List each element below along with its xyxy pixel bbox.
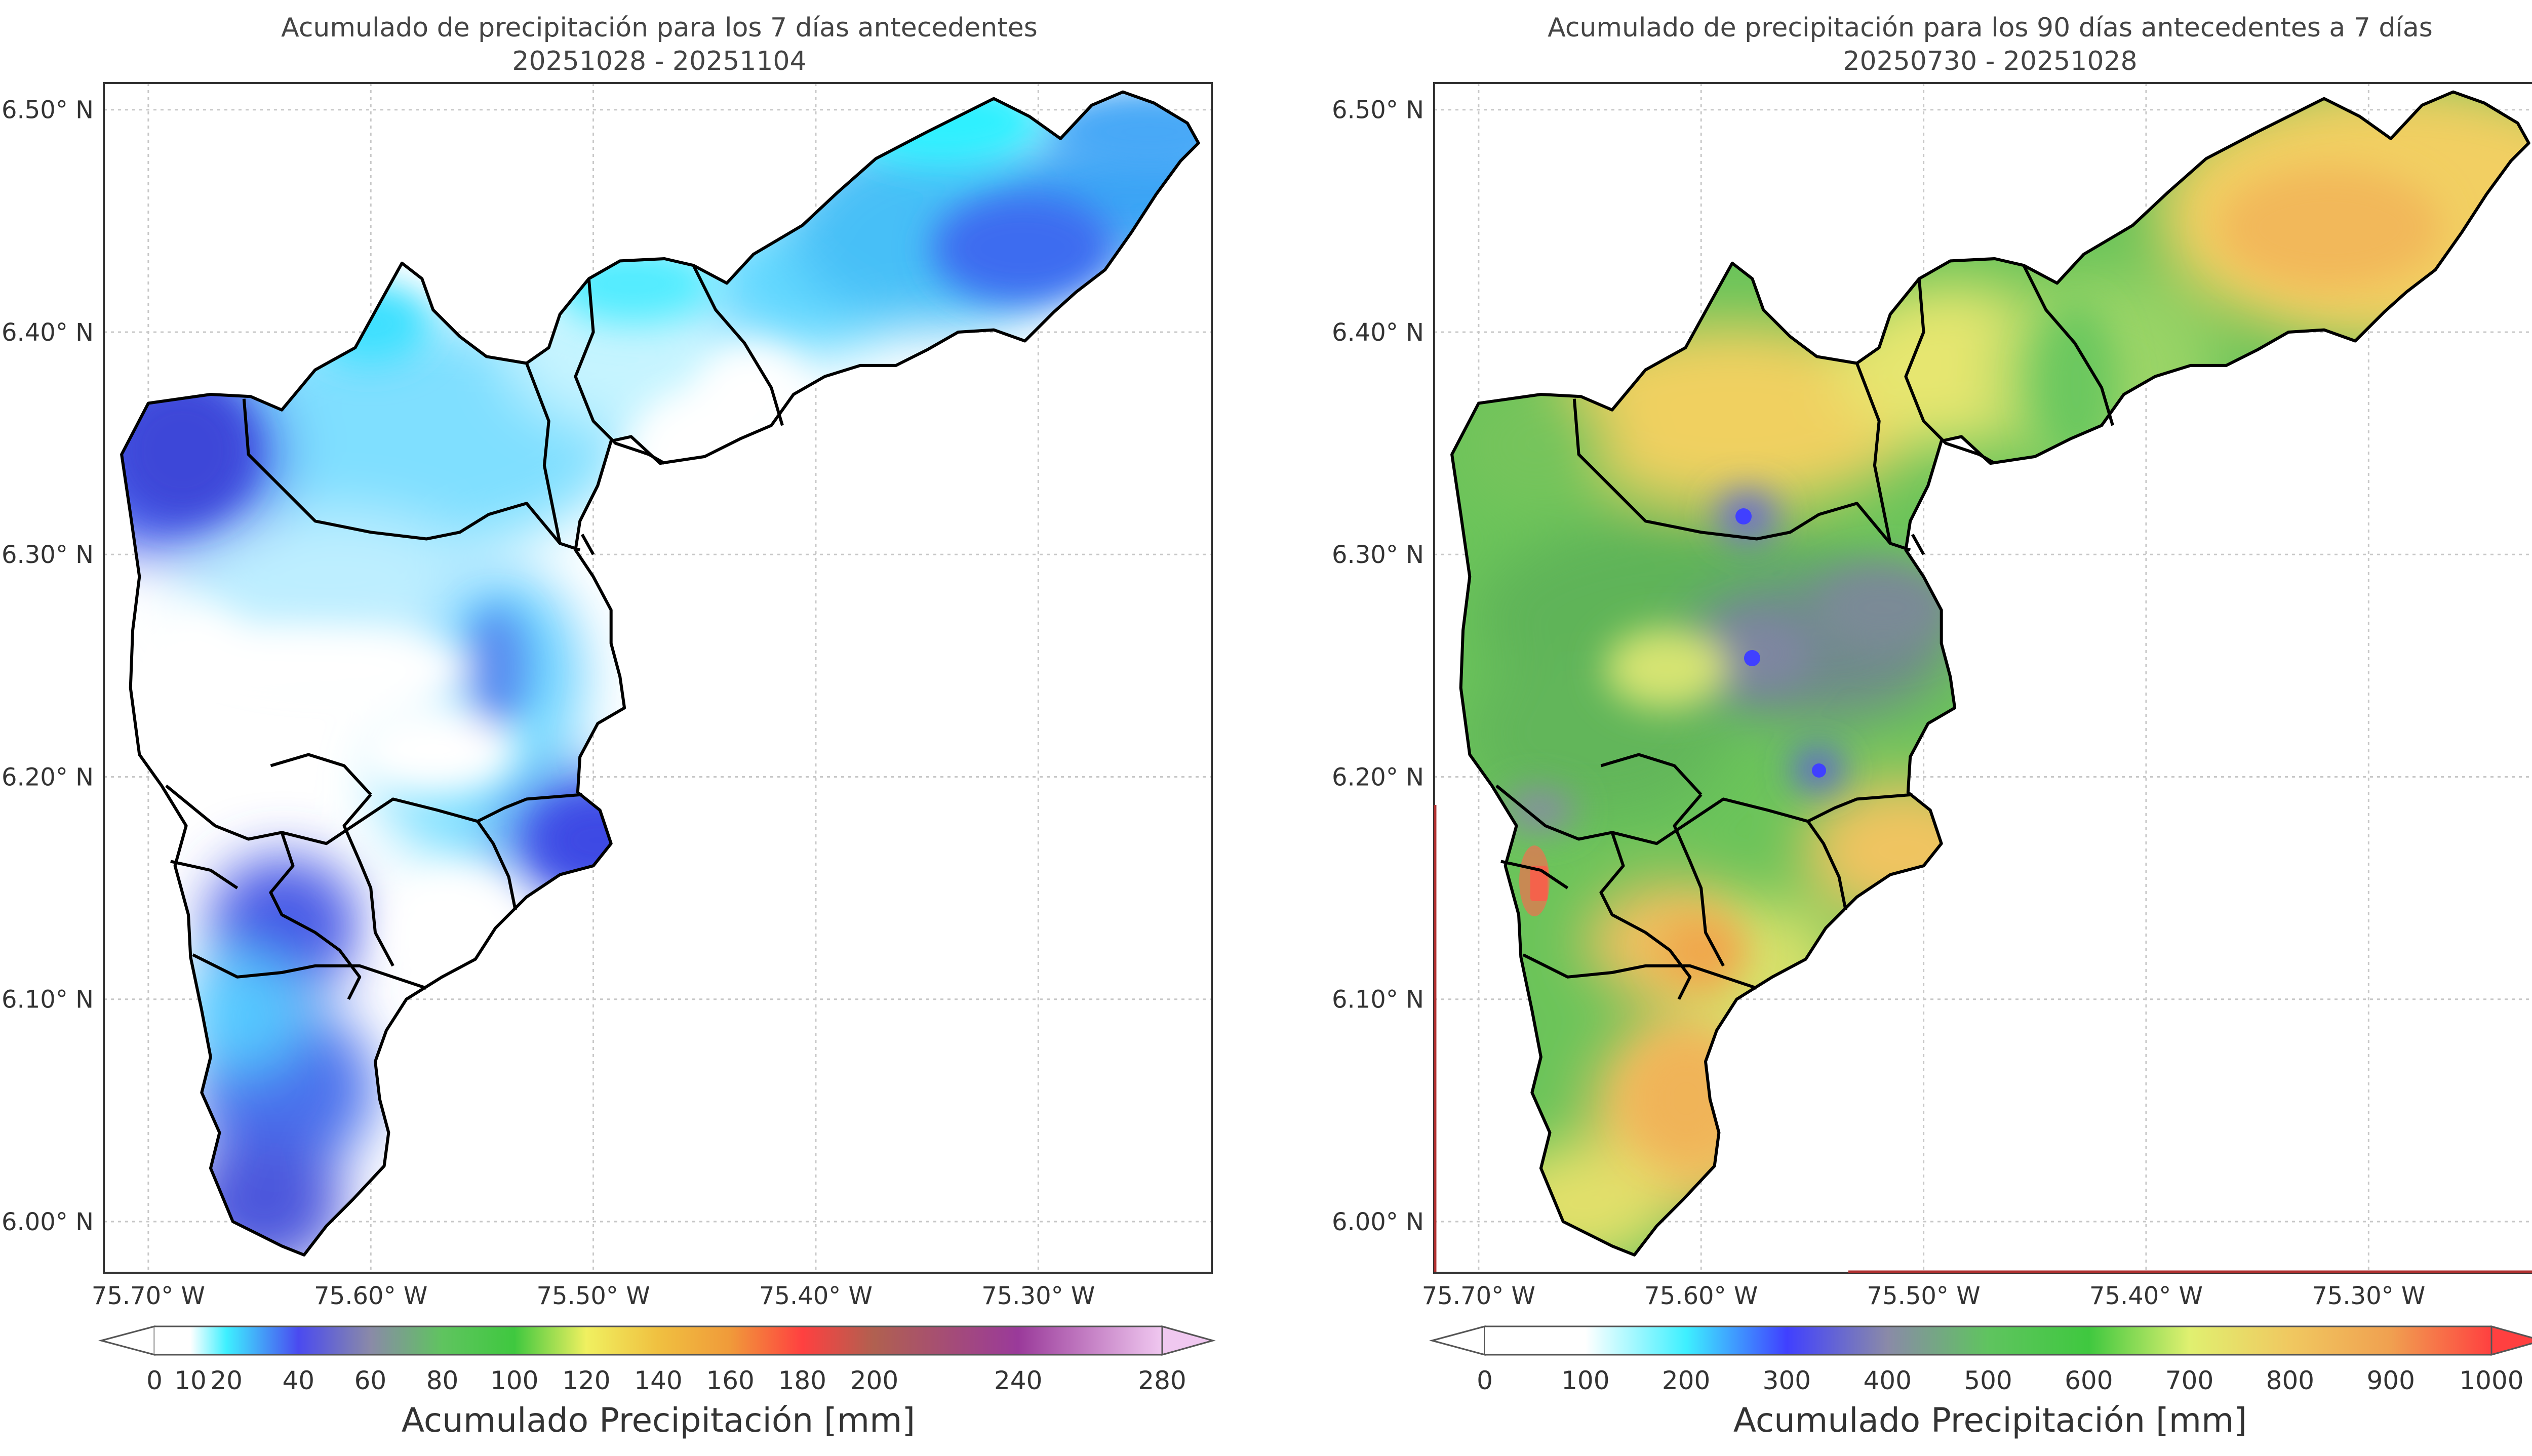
- lat-label: 6.40° N: [1332, 318, 1424, 347]
- colorbar-extend-max: [2490, 1325, 2532, 1356]
- panel-title-line1: Acumulado de precipitación para los 90 d…: [1548, 13, 2433, 43]
- colorbar-tick-label: 80: [426, 1366, 459, 1395]
- colorbar-tick-label: 280: [1138, 1366, 1186, 1395]
- lon-label: 75.30° W: [981, 1282, 1095, 1310]
- colorbar-tick-label: 600: [2065, 1366, 2113, 1395]
- colorbar-tick-label: 40: [282, 1366, 314, 1395]
- lat-label: 6.50° N: [1332, 96, 1424, 125]
- colorbar-tick-label: 140: [634, 1366, 682, 1395]
- colorbar-tick-label: 500: [1964, 1366, 2012, 1395]
- colorbar-tick-label: 120: [562, 1366, 610, 1395]
- lon-label: 75.70° W: [1422, 1282, 1535, 1310]
- colorbar: 0 10 20 40 60 80 100 120 140 160 180 200 240 280 Acum…: [98, 1325, 1216, 1440]
- colorbar-tick-label: 20: [210, 1366, 243, 1395]
- precipitation-field: [1452, 92, 2529, 1255]
- map-panel-7-day: Acumulado de precipitación para los 7 dí…: [2, 13, 1216, 1440]
- lat-label: 6.50° N: [2, 96, 94, 125]
- lat-label: 6.20° N: [1332, 763, 1424, 791]
- colorbar-tick-label: 0: [1477, 1366, 1493, 1395]
- colorbar-extend-min: [98, 1325, 155, 1356]
- colorbar-ramp: [154, 1326, 1162, 1355]
- lat-label: 6.40° N: [2, 318, 94, 347]
- map-frame: [103, 82, 1213, 1274]
- lon-label: 75.60° W: [1644, 1282, 1758, 1310]
- colorbar-tick-label: 240: [994, 1366, 1042, 1395]
- lon-label: 75.50° W: [537, 1282, 650, 1310]
- colorbar-tick-label: 700: [2165, 1366, 2213, 1395]
- colorbar-tick-label: 800: [2266, 1366, 2314, 1395]
- panel-title-line2: 20250730 - 20251028: [1843, 46, 2137, 76]
- municipality-borders: [120, 90, 1200, 1257]
- lat-label: 6.30° N: [1332, 541, 1424, 569]
- lon-label: 75.30° W: [2312, 1282, 2425, 1310]
- municipality-borders: [1450, 90, 2530, 1257]
- colorbar-extend-max: [1161, 1325, 1216, 1356]
- longitude-labels: 75.70° W 75.60° W 75.50° W 75.40° W 75.30° W: [1422, 1282, 2426, 1310]
- lon-label: 75.40° W: [759, 1282, 873, 1310]
- lat-label: 6.00° N: [2, 1208, 94, 1236]
- latitude-labels: 6.50° N 6.40° N 6.30° N 6.20° N 6.10° N 6.00°…: [1332, 96, 1424, 1236]
- colorbar-tick-label: 10: [174, 1366, 207, 1395]
- colorbar-tick-label: 0: [146, 1366, 163, 1395]
- colorbar-tick-label: 160: [706, 1366, 754, 1395]
- lat-label: 6.20° N: [2, 763, 94, 791]
- lat-label: 6.30° N: [2, 541, 94, 569]
- map-panel-90-day: Acumulado de precipitación para los 90 d…: [1332, 13, 2532, 1440]
- colorbar-tick-label: 100: [490, 1366, 538, 1395]
- colorbar-tick-label: 180: [778, 1366, 826, 1395]
- lat-label: 6.10° N: [1332, 986, 1424, 1014]
- longitude-labels: 75.70° W 75.60° W 75.50° W 75.40° W 75.30° W: [92, 1282, 1095, 1310]
- lon-label: 75.60° W: [314, 1282, 427, 1310]
- latitude-labels: 6.50° N 6.40° N 6.30° N 6.20° N 6.10° N 6.00°…: [2, 96, 94, 1236]
- colorbar-tick-label: 200: [850, 1366, 898, 1395]
- colorbar-tick-label: 100: [1561, 1366, 1609, 1395]
- lat-label: 6.10° N: [2, 986, 94, 1014]
- colorbar-extend-min: [1429, 1325, 1486, 1356]
- panel-title-line1: Acumulado de precipitación para los 7 dí…: [281, 13, 1038, 43]
- colorbar-tick-label: 900: [2366, 1366, 2415, 1395]
- lon-label: 75.50° W: [1867, 1282, 1981, 1310]
- colorbar: 0 100 200 300 400 500 600 700 800 900 1000 Acumula…: [1429, 1325, 2532, 1440]
- colorbar-ramp: [1485, 1326, 2491, 1355]
- colorbar-tick-label: 1000: [2459, 1366, 2523, 1395]
- colorbar-tick-label: 300: [1763, 1366, 1811, 1395]
- lat-label: 6.00° N: [1332, 1208, 1424, 1236]
- lon-label: 75.70° W: [92, 1282, 205, 1310]
- lon-label: 75.40° W: [2089, 1282, 2203, 1310]
- colorbar-tick-label: 200: [1662, 1366, 1710, 1395]
- panel-title-line2: 20251028 - 20251104: [512, 46, 806, 76]
- colorbar-tick-label: 60: [354, 1366, 387, 1395]
- colorbar-label: Acumulado Precipitación [mm]: [1733, 1401, 2247, 1440]
- colorbar-tick-label: 400: [1863, 1366, 1911, 1395]
- colorbar-label: Acumulado Precipitación [mm]: [402, 1401, 915, 1440]
